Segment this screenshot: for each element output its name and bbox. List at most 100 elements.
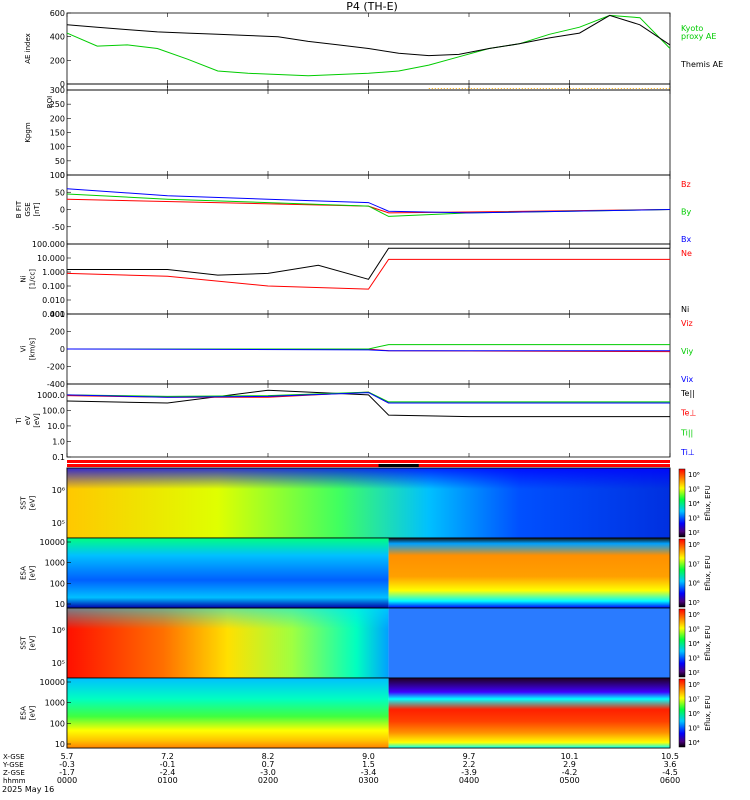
colorbar-label: Eflux, EFU [704, 485, 712, 520]
y-tick-label: 10 [55, 600, 65, 609]
spectrogram-fill [67, 678, 389, 748]
y-tick-label: 50 [55, 188, 65, 197]
ephemeris-value: -3.4 [361, 768, 377, 777]
y-tick-label: 100.000 [32, 240, 65, 249]
y-tick-label: 1000 [45, 699, 65, 708]
y-tick-label: 250 [50, 100, 65, 109]
y-axis-label: GSE [24, 202, 32, 216]
panel-frame [66, 89, 671, 176]
ephemeris-value: 0400 [459, 776, 479, 785]
colorbar-tick-label: 10⁵ [688, 626, 700, 634]
y-tick-label: 100 [50, 579, 65, 588]
series-line-viy [67, 344, 670, 350]
ephemeris-value: 5.7 [61, 752, 74, 761]
y-tick-label: 0 [60, 345, 65, 354]
y-tick-label: 300 [50, 86, 65, 95]
series-line-te [66, 389, 670, 418]
legend-entry: proxy AE [681, 32, 716, 41]
colorbar-tick-label: 10⁶ [688, 471, 700, 479]
panel-temp: Ti eV [eV] 0.1 1.0 10.0 100.0 1000.0 Te|| Te⊥ Ti||… [15, 383, 696, 462]
ephemeris-value: 9.7 [463, 752, 476, 761]
colorbar-tick-label: 10⁶ [688, 710, 700, 718]
ephemeris-value: 2.9 [563, 760, 576, 769]
spectrogram-fill [388, 678, 670, 748]
y-tick-label: 1000.0 [37, 391, 65, 400]
ephemeris-value: 0.7 [262, 760, 275, 769]
y-axis-label: Ni [20, 275, 28, 282]
y-tick-label: 10⁵ [52, 659, 65, 668]
x-axis-ephemeris: X-GSE 5.7 7.2 8.2 9.0 9.7 10.1 10.5 Y-GSE -0.3 -0.… [2, 752, 680, 785]
y-tick-label: 10⁵ [52, 519, 65, 528]
y-tick-label: 10⁶ [52, 486, 65, 495]
spectrogram-fill [388, 608, 670, 678]
y-tick-label: 0.010 [42, 296, 65, 305]
y-axis-label: [eV] [29, 635, 37, 650]
y-tick-label: 10000 [40, 538, 65, 547]
y-axis-label: [km/s] [29, 338, 37, 361]
y-tick-label: 200 [50, 114, 65, 123]
series-line-kyotoproxyae [66, 14, 671, 77]
y-axis-label: [nT] [33, 202, 41, 216]
y-tick-label: 0 [60, 171, 65, 180]
colorbar-tick-label: 10² [688, 529, 700, 537]
y-tick-label: 50 [55, 157, 65, 166]
panel-sst_elec: SST [eV] 10⁵ 10⁶ 10² 10³ 10⁴ 10⁵ 10⁶ Eflux, EFU [20, 607, 712, 679]
legend-entry: Ni [681, 305, 689, 314]
colorbar [678, 678, 686, 748]
y-axis-label: [eV] [29, 705, 37, 720]
legend-entry: Ti|| [680, 428, 693, 437]
y-tick-label: 400 [50, 310, 65, 319]
mode-bar [67, 460, 670, 467]
panel-roi: ROI [46, 83, 671, 108]
panel-esa_ion: ESA [eV] 10 100 1000 10000 10⁵ 10⁶ 10⁷ 10⁸ Eflux, … [20, 537, 712, 609]
y-tick-label: -400 [47, 380, 65, 389]
panel-frame [66, 174, 671, 245]
colorbar-tick-label: 10⁸ [688, 541, 700, 549]
ephemeris-value: -1.7 [59, 768, 75, 777]
ephemeris-value: 0000 [57, 776, 77, 785]
colorbar-tick-label: 10⁵ [688, 486, 700, 494]
series-line-ne [66, 258, 670, 290]
ephemeris-value: 7.2 [161, 752, 174, 761]
y-tick-label: 1000 [45, 559, 65, 568]
colorbar [678, 608, 686, 678]
y-axis-label: AE index [24, 33, 32, 64]
legend-entry: Vix [681, 375, 694, 384]
series-line-ti [66, 391, 670, 403]
y-tick-label: 100.0 [42, 406, 65, 415]
ephemeris-value: 10.5 [661, 752, 679, 761]
y-tick-label: 10.000 [37, 254, 65, 263]
legend-entry: Ne [681, 249, 692, 258]
panel-bfield: B FIT GSE [nT] -50 0 50 100 Bz By Bx [15, 171, 691, 245]
legend-entry: Bz [681, 180, 691, 189]
y-axis-label: [eV] [29, 565, 37, 580]
colorbar-tick-label: 10⁶ [688, 580, 700, 588]
y-axis-label: [eV] [29, 495, 37, 510]
ephemeris-row-label: Y-GSE [2, 761, 24, 769]
ephemeris-value: -4.5 [662, 768, 678, 777]
y-tick-label: 400 [50, 33, 65, 42]
y-tick-label: 10.0 [47, 422, 65, 431]
y-tick-label: 10 [55, 740, 65, 749]
spectrogram-fill [67, 608, 389, 678]
y-axis-label: ESA [20, 706, 28, 720]
legend-entry: Themis AE [680, 60, 723, 69]
colorbar-label: Eflux, EFU [704, 555, 712, 590]
ephemeris-value: 9.0 [362, 752, 375, 761]
colorbar-tick-label: 10⁷ [688, 696, 700, 704]
ephemeris-value: -0.1 [160, 760, 176, 769]
y-axis-label: [eV] [33, 413, 41, 428]
ephemeris-value: 10.1 [561, 752, 579, 761]
ephemeris-value: -3.9 [461, 768, 477, 777]
series-line-bz [66, 198, 671, 214]
colorbar [678, 468, 686, 538]
plot-title: P4 (TH-E) [346, 0, 398, 13]
ephemeris-row-label: X-GSE [3, 753, 25, 761]
date-label: 2025 May 16 [2, 785, 54, 794]
y-axis-label: Vi [20, 346, 28, 353]
legend-entry: Viz [681, 319, 693, 328]
y-tick-label: -200 [47, 363, 65, 372]
series-line-ni [67, 247, 670, 280]
